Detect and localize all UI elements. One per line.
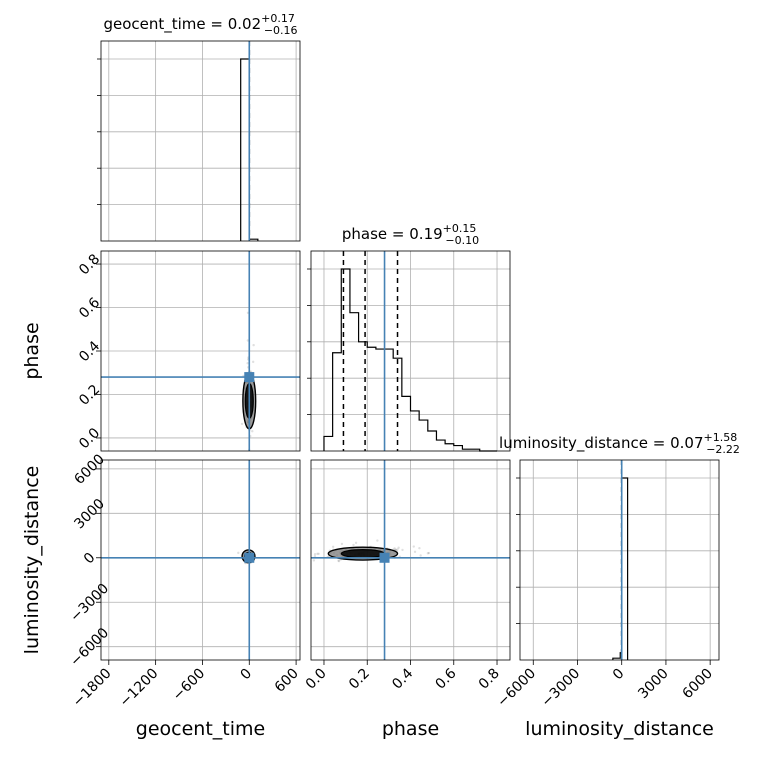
x-axis-label-geocent_time: geocent_time [136,718,265,740]
scatter-point [246,361,249,365]
scatter-point [413,550,417,554]
scatter-point [352,543,355,547]
hist-panel-geocent_time [97,40,301,242]
scatter-point [251,360,255,364]
y-axis-label-luminosity_distance: luminosity_distance [21,466,43,655]
x-tick-label: 0.6 [433,665,460,692]
y-tick-label: 0.4 [76,338,103,365]
hist-panel-phase [307,250,511,452]
scatter-point [337,559,341,563]
x-axis-label-luminosity_distance: luminosity_distance [525,718,714,740]
panel-background [101,460,300,660]
title-luminosity_distance: luminosity_distance = 0.07+1.58 −2.22 [499,431,740,456]
y-tick-label: 0 [81,550,99,568]
x-tick-label: −600 [170,666,209,705]
title-upper-error: +1.58 [704,431,738,444]
title-lower-error: −2.22 [706,443,740,456]
panel-frame [310,250,511,452]
title-geocent_time: geocent_time = 0.02+0.17 −0.16 [103,12,297,37]
title-lower-error: −0.10 [445,234,479,247]
truth-marker [244,372,255,383]
x-tick-label: 0.2 [346,666,373,693]
scatter-point [418,546,421,550]
y-tick-label: 0.6 [76,295,103,322]
scatter-point [394,548,398,552]
y-tick-label: 0.2 [76,382,103,409]
scatter-panel-geocent_time-luminosity_distance [100,459,301,661]
x-tick-label: −3000 [539,666,584,711]
x-tick-label: 0.4 [389,665,416,692]
x-tick-label: 0.8 [476,666,503,693]
y-tick-label: 0.0 [76,425,103,452]
scatter-point [426,552,430,555]
panel-background [520,460,719,660]
truth-marker [379,552,390,563]
scatter-point [397,546,400,549]
panel-frame [100,459,301,661]
scatter-point [317,552,320,555]
x-tick-label: 600 [272,666,302,696]
scatter-point [252,343,255,347]
scatter-point [376,539,379,542]
x-tick-label: −1200 [117,666,162,711]
scatter-point [393,547,396,550]
scatter-point [316,552,319,556]
scatter-point [427,551,431,555]
scatter-point [237,551,240,555]
x-tick-label: −1800 [70,666,115,711]
x-tick-label: 3000 [635,666,672,703]
title-upper-error: +0.15 [443,222,477,235]
panel-background [101,41,300,241]
scatter-point [401,548,404,552]
scatter-point [412,545,415,548]
y-tick-label: 0.8 [76,251,103,278]
scatter-point [419,554,422,557]
contour-outer [327,546,399,561]
y-axis-label-phase: phase [21,322,43,379]
scatter-point [354,541,358,545]
scatter-point [396,548,399,551]
scatter-point [331,545,335,549]
scatter-point [313,555,317,558]
x-axis-label-phase: phase [382,718,439,740]
title-lower-error: −0.16 [264,24,298,37]
title-phase: phase = 0.19+0.15 −0.10 [342,222,479,247]
scatter-point [313,553,317,556]
x-tick-label: 0 [237,666,255,684]
histogram-phase [323,268,498,452]
scatter-panel-phase-luminosity_distance [310,459,511,661]
title-value: phase = 0.19 [342,225,443,243]
x-tick-label: 0.0 [303,666,330,693]
scatter-point [337,559,340,562]
hist-panel-luminosity_distance [516,459,720,661]
scatter-panel-geocent_time-phase [100,250,301,452]
panel-frame [519,459,720,661]
x-tick-label: 6000 [679,666,716,703]
scatter-point [340,542,344,546]
scatter-point [240,422,244,426]
truth-marker [244,552,255,563]
scatter-point [312,559,316,562]
x-tick-label: −6000 [494,666,539,711]
x-tick-label: 0 [610,666,628,684]
panel-frame [100,40,301,242]
title-upper-error: +0.17 [261,12,295,25]
title-value: geocent_time = 0.02 [103,15,261,34]
scatter-point [251,429,254,433]
scatter-point [246,339,250,342]
title-value: luminosity_distance = 0.07 [499,434,703,453]
contour-inner [340,549,386,559]
